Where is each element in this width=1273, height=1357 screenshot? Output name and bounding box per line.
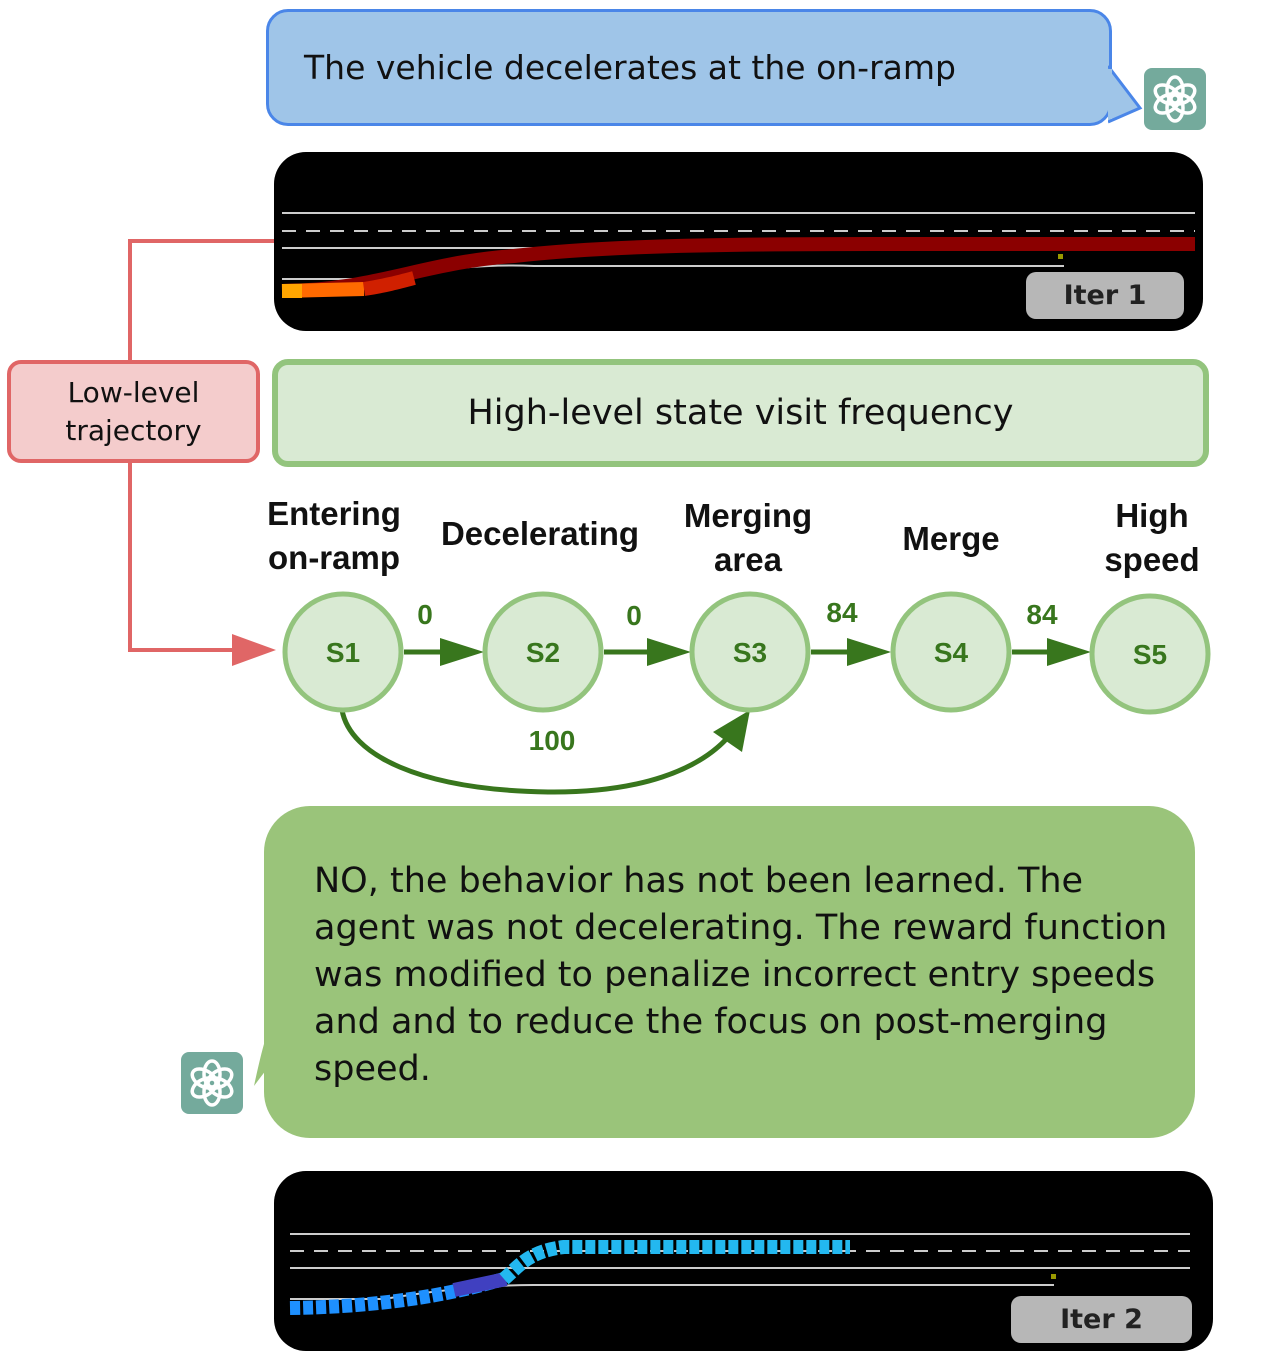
state-label-s4: Merge bbox=[902, 520, 1000, 557]
edge-label-s3-s4: 84 bbox=[826, 597, 858, 628]
iter-2-badge: Iter 2 bbox=[1011, 1296, 1192, 1343]
high-level-frequency-box: High-level state visit frequency bbox=[272, 359, 1209, 467]
state-graph: S1 S2 S3 S4 S5 0 0 84 84 100 bbox=[282, 591, 1211, 795]
openai-icon bbox=[1144, 68, 1206, 130]
bottom-bubble-tail bbox=[254, 995, 290, 1086]
edge-s1-s2 bbox=[404, 638, 484, 666]
road-scene-iter-1: Iter 1 bbox=[274, 152, 1203, 331]
state-label-s3: Merging area bbox=[683, 497, 813, 578]
openai-icon bbox=[181, 1052, 243, 1114]
road-scene-iter-2: Iter 2 bbox=[274, 1171, 1213, 1351]
top-bubble-text: The vehicle decelerates at the on-ramp bbox=[304, 48, 956, 87]
high-level-title: High-level state visit frequency bbox=[467, 393, 1014, 433]
iter-1-badge: Iter 1 bbox=[1026, 272, 1184, 319]
state-id-s5: S5 bbox=[1133, 639, 1167, 670]
edge-s4-s5 bbox=[1012, 638, 1091, 666]
state-label-s5: High speed bbox=[1104, 497, 1200, 578]
top-speech-bubble bbox=[266, 9, 1112, 126]
edge-s2-s3 bbox=[604, 638, 691, 666]
edge-label-s2-s3: 0 bbox=[626, 600, 642, 631]
edge-label-s1-s2: 0 bbox=[417, 599, 433, 630]
edge-s3-s4 bbox=[811, 638, 891, 666]
edge-label-s4-s5: 84 bbox=[1026, 599, 1058, 630]
state-id-s4: S4 bbox=[934, 637, 969, 668]
state-id-s3: S3 bbox=[733, 637, 767, 668]
low-level-line-1: Low-level bbox=[67, 375, 200, 409]
edge-label-s1-s3: 100 bbox=[529, 725, 576, 756]
state-node-s2: S2 bbox=[482, 591, 604, 713]
state-node-s5: S5 bbox=[1089, 593, 1211, 715]
bottom-bubble-text: NO, the behavior has not been learned. T… bbox=[314, 861, 1168, 1089]
low-level-trajectory-box: Low-level trajectory bbox=[7, 360, 260, 463]
state-id-s2: S2 bbox=[526, 637, 560, 668]
state-node-s4: S4 bbox=[890, 591, 1012, 713]
state-id-s1: S1 bbox=[326, 637, 360, 668]
edge-s1-s3-curve bbox=[339, 709, 750, 795]
state-node-s3: S3 bbox=[689, 591, 811, 713]
state-label-s1: Entering on-ramp bbox=[267, 495, 401, 576]
bottom-speech-bubble bbox=[264, 806, 1195, 1138]
top-bubble-tail bbox=[1108, 65, 1143, 124]
low-level-line-2: trajectory bbox=[65, 413, 202, 447]
state-node-s1: S1 bbox=[282, 591, 404, 713]
state-label-s2: Decelerating bbox=[440, 515, 640, 552]
